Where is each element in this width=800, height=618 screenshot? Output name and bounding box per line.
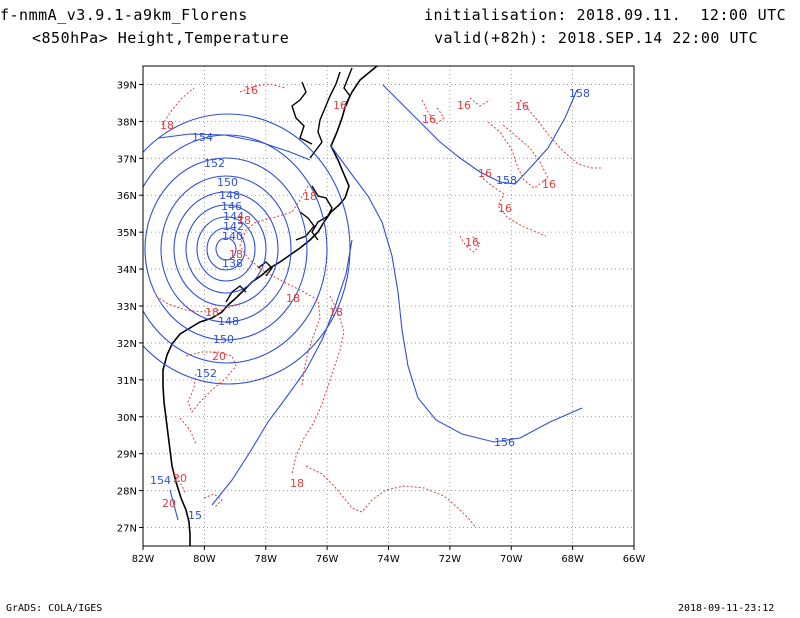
lon-tick-label: 72W [439,554,462,565]
temperature-label: 18 [303,190,317,203]
height-label: 138 [222,257,243,270]
lat-tick-label: 30N [117,413,137,424]
height-label: 152 [204,157,225,170]
axis-ticks: 82W 80W 78W 76W 74W 72W 70W 68W 66W 27N 28N 29N 30N 3… [117,80,646,565]
chesapeake-bay [291,67,353,159]
lon-tick-label: 74W [377,554,400,565]
lon-tick-label: 82W [132,554,155,565]
pamlico-sound [295,185,333,241]
lon-tick-label: 70W [500,554,523,565]
valid-time: valid(+82h): 2018.SEP.14 22:00 UTC [434,29,759,47]
field-description: <850hPa> Height,Temperature [32,29,290,47]
lat-tick-label: 35N [117,228,137,239]
temperature-label: 20 [212,350,226,363]
height-label: 142 [223,220,244,233]
height-label: 156 [494,436,515,449]
lat-tick-label: 31N [117,376,137,387]
lat-tick-label: 38N [117,117,137,128]
temperature-label: 18 [290,477,304,490]
height-label: 154 [192,131,213,144]
model-run-title: f-nmmA_v3.9.1-a9km_Florens [0,6,248,24]
temperature-label: 16 [542,178,556,191]
temperature-label: 18 [160,119,174,132]
lat-tick-label: 28N [117,487,137,498]
temperature-label: 20 [162,497,176,510]
temperature-label: 18 [205,306,219,319]
temperature-label: 16 [422,113,436,126]
height-label: 158 [496,174,517,187]
lat-tick-label: 27N [117,524,137,535]
lat-tick-label: 34N [117,265,137,276]
temperature-label: 16 [465,236,479,249]
temperature-label: 20 [173,472,187,485]
height-label: 148 [219,189,240,202]
lon-tick-label: 76W [316,554,339,565]
temperature-label: 18 [286,292,300,305]
temperature-label: 16 [244,84,258,97]
lon-tick-label: 68W [561,554,584,565]
height-contours [143,84,583,521]
temperature-label: 18 [237,214,251,227]
height-label: 15 [188,509,202,522]
lon-tick-label: 80W [193,554,216,565]
height-label: 150 [213,333,234,346]
temperature-contours [155,83,602,529]
temperature-label: 16 [515,100,529,113]
height-label: 146 [221,200,242,213]
generation-timestamp: 2018-09-11-23:12 [678,603,775,614]
lat-tick-label: 36N [117,191,137,202]
height-contour-labels: 158 154 152 150 148 146 144 142 140 138 … [150,87,590,522]
lat-tick-label: 32N [117,339,137,350]
lat-tick-label: 29N [117,450,137,461]
temperature-label: 16 [478,167,492,180]
height-label: 140 [222,230,243,243]
initialisation-time: initialisation: 2018.09.11. 12:00 UTC [424,6,787,24]
height-label: 152 [196,367,217,380]
temperature-label: 16 [333,99,347,112]
height-label: 150 [217,176,238,189]
temperature-label: 16 [498,202,512,215]
height-label: 158 [569,87,590,100]
lat-tick-label: 33N [117,302,137,313]
height-label: 144 [223,210,244,223]
lat-tick-label: 39N [117,80,137,91]
lon-tick-label: 78W [254,554,277,565]
temperature-contour-labels: 16 16 16 16 16 16 16 16 16 18 18 18 18 1… [160,84,556,510]
grads-credit: GrADS: COLA/IGES [6,603,103,614]
temperature-label: 18 [329,306,343,319]
height-label: 154 [150,474,171,487]
height-label: 148 [218,315,239,328]
temperature-label: 18 [229,248,243,261]
temperature-label: 16 [457,99,471,112]
lat-tick-label: 37N [117,154,137,165]
lon-tick-label: 66W [623,554,646,565]
